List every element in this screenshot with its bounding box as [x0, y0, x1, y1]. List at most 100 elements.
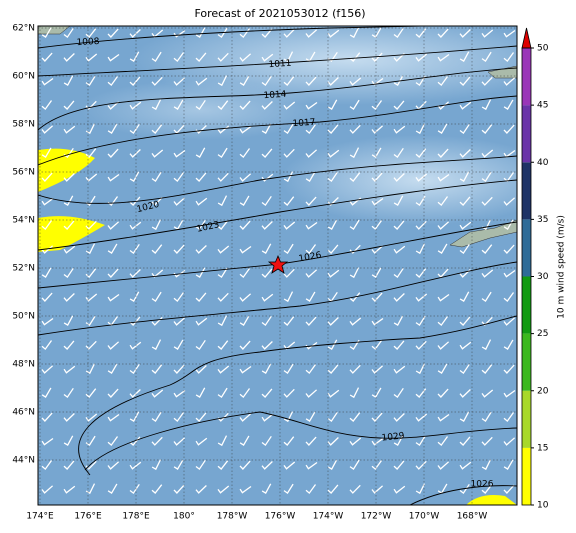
- wind-barb: [327, 99, 338, 111]
- wind-barb: [393, 195, 404, 207]
- wind-barb: [107, 268, 119, 278]
- wind-barb: [195, 485, 207, 494]
- wind-barb: [107, 28, 119, 38]
- colorbar-tick-label: 50: [537, 44, 549, 54]
- wind-barb: [151, 124, 163, 134]
- wind-barb: [481, 99, 492, 111]
- wind-barb: [151, 291, 162, 303]
- wind-barb: [459, 411, 470, 423]
- wind-barb: [217, 365, 230, 374]
- wind-barb: [63, 75, 74, 87]
- wind-barb: [393, 53, 405, 62]
- wind-barb: [327, 29, 340, 38]
- wind-barb: [283, 148, 295, 158]
- wind-barb: [85, 268, 97, 278]
- wind-barb: [481, 244, 493, 254]
- wind-barb: [393, 340, 405, 350]
- wind-barb: [41, 365, 54, 374]
- wind-barb: [503, 29, 516, 38]
- wind-barb: [459, 149, 471, 158]
- wind-barb: [41, 292, 53, 302]
- wind-barb: [327, 484, 339, 494]
- wind-barb: [217, 292, 229, 302]
- wind-barb: [217, 267, 228, 279]
- colorbar-tick-label: 15: [537, 443, 548, 453]
- land: [449, 219, 517, 248]
- wind-barb: [261, 388, 273, 398]
- wind-barb: [415, 413, 428, 422]
- wind-barb: [305, 484, 317, 495]
- wind-barb: [283, 196, 295, 206]
- wind-barb: [239, 388, 251, 399]
- wind-barb: [393, 100, 405, 110]
- wind-barb: [481, 149, 494, 158]
- wind-barb: [151, 196, 163, 206]
- wind-barb: [63, 53, 75, 62]
- wind-barb: [217, 220, 229, 230]
- wind-barb: [327, 124, 339, 134]
- wind-barb: [503, 244, 515, 254]
- wind-barb: [393, 75, 404, 87]
- wind-barb: [393, 293, 405, 302]
- wind-barb: [437, 123, 448, 135]
- wind-barb: [239, 460, 251, 470]
- wind-barb: [217, 172, 229, 182]
- wind-barb: [261, 221, 273, 230]
- wind-barb: [371, 77, 384, 86]
- wind-barb: [371, 27, 382, 39]
- lon-label: 170°W: [409, 512, 440, 522]
- wind-barb: [63, 27, 74, 39]
- colorbar-band: [522, 447, 531, 505]
- wind-barb: [85, 460, 97, 470]
- isobar: [38, 95, 517, 166]
- wind-barb: [239, 245, 252, 254]
- wind-barb: [107, 53, 120, 62]
- wind-barb: [41, 340, 53, 351]
- wind-barb: [107, 123, 118, 135]
- wind-barb: [415, 123, 426, 135]
- wind-barb: [371, 125, 384, 134]
- wind-barb: [437, 76, 449, 87]
- wind-barb: [107, 148, 119, 158]
- wind-barb: [305, 436, 317, 446]
- colorbar-band: [522, 333, 531, 391]
- wind-barb: [63, 245, 76, 254]
- lon-label: 174°W: [313, 512, 344, 522]
- wind-barb: [437, 461, 450, 470]
- wind-barb: [503, 52, 515, 63]
- wind-barb: [239, 53, 252, 62]
- wind-barb: [283, 171, 294, 183]
- wind-barb: [41, 52, 53, 62]
- wind-barb: [261, 315, 272, 327]
- wind-barb: [217, 387, 228, 399]
- colorbar-band: [522, 48, 531, 106]
- colorbar-band: [522, 276, 531, 334]
- wind-barb: [107, 221, 120, 230]
- isobar-label: 1014: [263, 90, 287, 102]
- wind-barb: [63, 315, 74, 327]
- wind-barb: [503, 77, 516, 86]
- wind-barb: [129, 461, 142, 470]
- wind-barb: [217, 195, 228, 207]
- wind-barb: [393, 315, 404, 327]
- wind-barb: [349, 484, 361, 494]
- wind-barb: [503, 317, 516, 326]
- wind-barb: [393, 435, 404, 447]
- wind-barb: [173, 339, 184, 351]
- wind-barb: [437, 341, 450, 350]
- lon-label: 168°W: [457, 512, 488, 522]
- wind-barb: [41, 125, 54, 134]
- wind-barb: [503, 459, 514, 471]
- lat-label: 60°N: [12, 72, 35, 82]
- wind-barb: [195, 317, 208, 326]
- wind-barb: [151, 389, 164, 398]
- colorbar-tick-label: 40: [537, 158, 549, 168]
- wind-barb: [85, 173, 98, 182]
- wind-barb: [239, 268, 251, 279]
- wind-barb: [129, 76, 141, 86]
- wind-barb: [481, 124, 493, 134]
- wind-barb: [195, 219, 206, 231]
- wind-barb: [41, 172, 53, 182]
- wind-barb: [129, 363, 140, 375]
- wind-barb: [151, 219, 162, 231]
